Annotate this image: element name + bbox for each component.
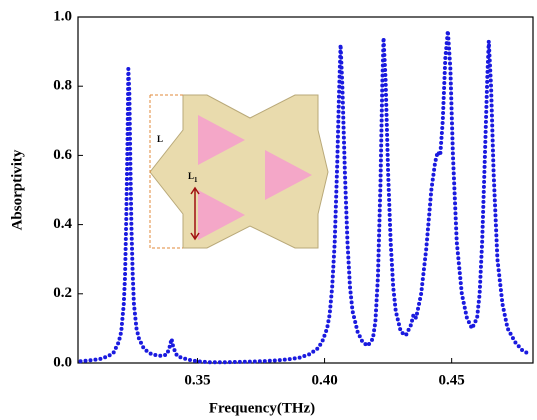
inset: L L1 [149, 94, 329, 249]
dimension-arrow [190, 186, 200, 241]
inset-label: L1 [188, 171, 198, 184]
inset-label-sub: 1 [194, 176, 198, 184]
data-line [78, 30, 533, 365]
plot-frame [77, 16, 534, 364]
pink-triangle [198, 190, 245, 240]
x-axis-label: Frequency(THz) [209, 400, 315, 416]
inset-label: L [157, 134, 163, 144]
y-tick-label: 0.6 [53, 147, 72, 163]
y-tick-label: 0.4 [53, 216, 72, 232]
x-tick-label: 0.35 [184, 372, 210, 388]
pink-triangle [198, 115, 245, 165]
y-tick-label: 0.8 [53, 78, 72, 94]
x-tick-label: 0.45 [439, 372, 465, 388]
y-tick-label: 0.2 [53, 285, 72, 301]
y-tick-label: 1.0 [53, 8, 72, 24]
y-tick-label: 0.0 [53, 354, 72, 370]
inset-label-main: L [188, 171, 194, 181]
dimension-line [149, 94, 183, 249]
x-tick-label: 0.40 [311, 372, 337, 388]
y-axis-label: Absorptivity [9, 149, 25, 230]
pink-triangle [265, 150, 312, 200]
